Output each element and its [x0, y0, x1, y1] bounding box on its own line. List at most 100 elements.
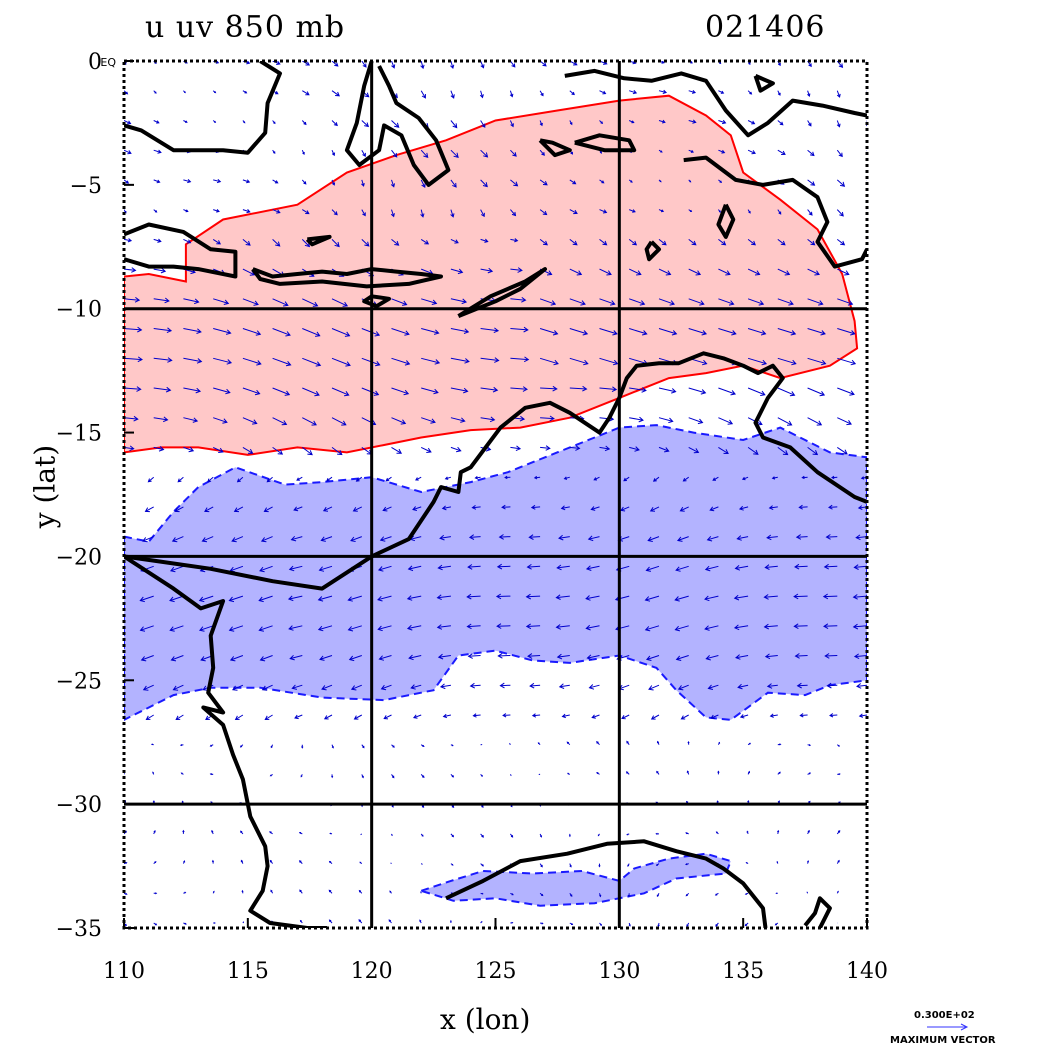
coastline-7 [362, 294, 391, 309]
wind-vector [807, 90, 811, 98]
wind-vector [183, 357, 203, 364]
wind-vectors [124, 61, 867, 928]
wind-vector [629, 209, 636, 213]
wind-vector [183, 387, 202, 394]
wind-vector [715, 831, 719, 835]
wind-vector [450, 833, 455, 838]
wind-vector [467, 653, 481, 659]
wind-vector [290, 535, 303, 542]
wind-vector [747, 239, 756, 246]
wind-vector [259, 565, 273, 573]
wind-vector [391, 239, 400, 246]
wind-vector [747, 120, 756, 125]
wind-vector [421, 387, 439, 395]
wind-vector [866, 269, 867, 270]
x-tick-label: 125 [475, 959, 517, 984]
wind-vector [260, 536, 273, 543]
wind-vector [360, 833, 363, 836]
wind-vector [180, 772, 184, 775]
wind-vector [644, 595, 660, 602]
wind-vector [153, 922, 158, 926]
wind-vector [658, 446, 670, 453]
wind-vector [777, 743, 782, 746]
wind-vector [480, 920, 483, 924]
wind-vector [450, 209, 455, 218]
wind-vector [599, 268, 612, 276]
wind-vector [502, 713, 511, 718]
wind-vector [361, 744, 365, 749]
wind-vector [144, 506, 154, 513]
wind-vector [529, 682, 541, 689]
wind-vector [504, 475, 511, 480]
wind-vector [480, 149, 489, 158]
wind-vector [558, 534, 570, 541]
wind-vector [480, 120, 486, 128]
wind-vector [301, 179, 307, 185]
wind-vector [169, 565, 184, 573]
wind-vector [715, 922, 719, 927]
wind-vector [152, 771, 155, 775]
wind-vector [331, 209, 338, 216]
wind-vector [302, 387, 320, 397]
wind-vector [272, 446, 284, 455]
wind-vector [766, 534, 778, 541]
coastline-5 [251, 267, 443, 289]
wind-vector [628, 268, 642, 276]
wind-vector [391, 387, 410, 396]
wind-vector [530, 504, 541, 510]
coastline-9 [124, 61, 282, 155]
wind-vector [302, 298, 319, 307]
wind-vector [688, 417, 704, 425]
wind-vector [242, 120, 246, 124]
wind-vector [183, 179, 192, 184]
wind-vector [764, 653, 778, 660]
wind-vector [174, 506, 184, 513]
wind-vector [807, 149, 815, 157]
wind-vector [747, 268, 761, 276]
wind-vector [212, 890, 215, 894]
wind-vector [706, 536, 719, 542]
wind-vector [234, 714, 244, 721]
wind-vector [270, 889, 274, 894]
wind-vector [560, 505, 570, 511]
wind-vector [480, 357, 500, 363]
wind-vector [242, 387, 261, 396]
wind-vector [142, 684, 154, 691]
wind-vector [509, 742, 511, 745]
wind-vector [229, 655, 244, 662]
wind-vector [776, 860, 779, 864]
wind-vector [272, 209, 281, 214]
wind-vector [688, 89, 697, 94]
wind-vector [258, 595, 273, 603]
wind-vector [183, 891, 187, 894]
wind-vector [807, 860, 810, 864]
wind-vector [734, 565, 749, 571]
wind-vector [169, 595, 184, 603]
wind-vector [391, 328, 410, 336]
wind-vector [539, 328, 559, 336]
wind-vector [539, 833, 543, 838]
wind-vector [272, 357, 292, 367]
wind-vector [319, 655, 333, 661]
wind-vector [359, 861, 363, 864]
wind-vector [866, 774, 867, 775]
wind-vector [656, 770, 660, 775]
wind-vector [596, 772, 600, 775]
wind-vector [807, 387, 826, 397]
wind-vector [207, 476, 214, 483]
wind-vector [836, 890, 839, 894]
wind-vector [688, 239, 697, 246]
wind-vector [124, 892, 128, 895]
wind-vector [569, 328, 589, 336]
wind-vector [450, 328, 470, 334]
wind-vector [658, 89, 668, 94]
wind-vector [124, 536, 125, 538]
wind-vector [807, 446, 819, 456]
wind-vector [377, 595, 392, 602]
wind-vector [204, 506, 214, 513]
wind-vector [741, 476, 749, 481]
wind-vector [272, 298, 289, 307]
wind-vector [239, 744, 244, 748]
wind-vector [539, 357, 559, 366]
wind-vector [449, 919, 452, 923]
